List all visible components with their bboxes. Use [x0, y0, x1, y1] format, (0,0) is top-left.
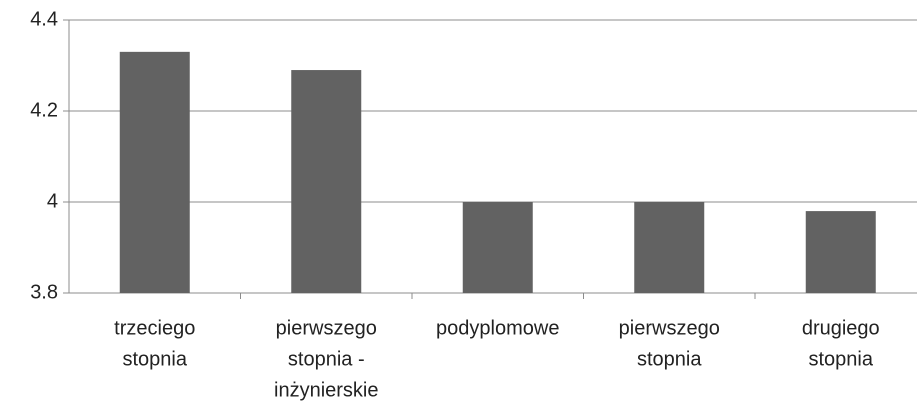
bar [291, 70, 362, 293]
x-tick-label: pierwszego [276, 317, 377, 339]
x-tick-label: pierwszego [619, 317, 720, 339]
x-tick-label: stopnia - [288, 348, 365, 370]
y-tick-label: 4 [47, 190, 58, 212]
x-tick-label: stopnia [809, 348, 874, 370]
x-tick-label: inżynierskie [274, 379, 378, 401]
y-tick-label: 4.4 [30, 8, 58, 30]
bar [462, 202, 533, 293]
bar [119, 51, 190, 293]
y-tick-label: 4.2 [30, 99, 58, 121]
x-tick-label: drugiego [802, 317, 880, 339]
x-tick-label: stopnia [123, 348, 188, 370]
bar [634, 202, 705, 293]
bar [805, 211, 876, 293]
y-tick-label: 3.8 [30, 281, 58, 303]
x-tick-label: stopnia [637, 348, 702, 370]
x-tick-label: podyplomowe [436, 317, 559, 339]
x-tick-label: trzeciego [114, 317, 195, 339]
